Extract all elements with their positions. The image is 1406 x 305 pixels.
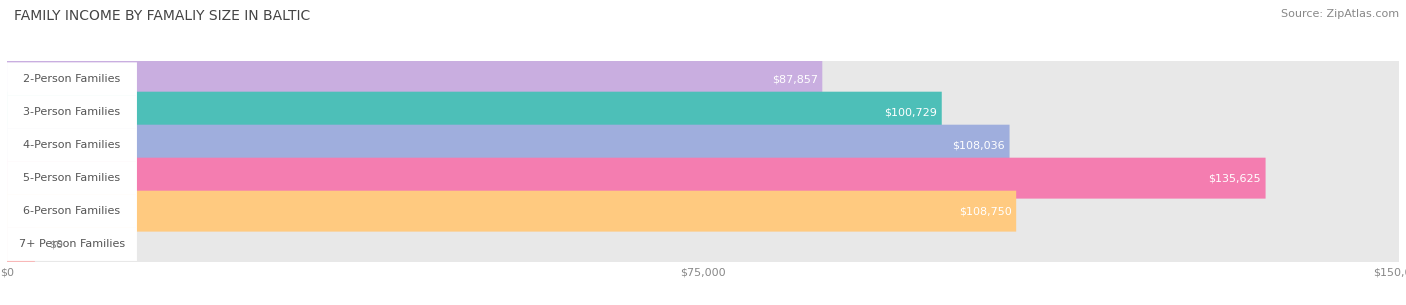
FancyBboxPatch shape [7, 95, 136, 129]
FancyBboxPatch shape [7, 59, 1399, 100]
Text: 7+ Person Families: 7+ Person Families [18, 239, 125, 249]
FancyBboxPatch shape [7, 63, 136, 96]
FancyBboxPatch shape [7, 191, 1399, 231]
Text: 5-Person Families: 5-Person Families [24, 173, 121, 183]
FancyBboxPatch shape [7, 161, 136, 195]
FancyBboxPatch shape [7, 191, 1017, 231]
Text: $100,729: $100,729 [884, 107, 938, 117]
Text: $108,750: $108,750 [959, 206, 1011, 216]
FancyBboxPatch shape [7, 59, 823, 100]
FancyBboxPatch shape [7, 227, 136, 261]
Text: FAMILY INCOME BY FAMALIY SIZE IN BALTIC: FAMILY INCOME BY FAMALIY SIZE IN BALTIC [14, 9, 311, 23]
Text: 3-Person Families: 3-Person Families [24, 107, 121, 117]
FancyBboxPatch shape [7, 224, 35, 265]
Text: 4-Person Families: 4-Person Families [24, 140, 121, 150]
FancyBboxPatch shape [7, 92, 1399, 133]
FancyBboxPatch shape [7, 158, 1265, 199]
Text: $135,625: $135,625 [1208, 173, 1261, 183]
FancyBboxPatch shape [7, 128, 136, 162]
Text: $0: $0 [49, 239, 63, 249]
Text: Source: ZipAtlas.com: Source: ZipAtlas.com [1281, 9, 1399, 19]
FancyBboxPatch shape [7, 92, 942, 133]
FancyBboxPatch shape [7, 194, 136, 228]
Text: 6-Person Families: 6-Person Families [24, 206, 121, 216]
FancyBboxPatch shape [7, 125, 1010, 166]
FancyBboxPatch shape [7, 224, 1399, 265]
FancyBboxPatch shape [7, 158, 1399, 199]
Text: 2-Person Families: 2-Person Families [24, 74, 121, 84]
FancyBboxPatch shape [7, 125, 1399, 166]
Text: $87,857: $87,857 [772, 74, 818, 84]
Text: $108,036: $108,036 [952, 140, 1005, 150]
